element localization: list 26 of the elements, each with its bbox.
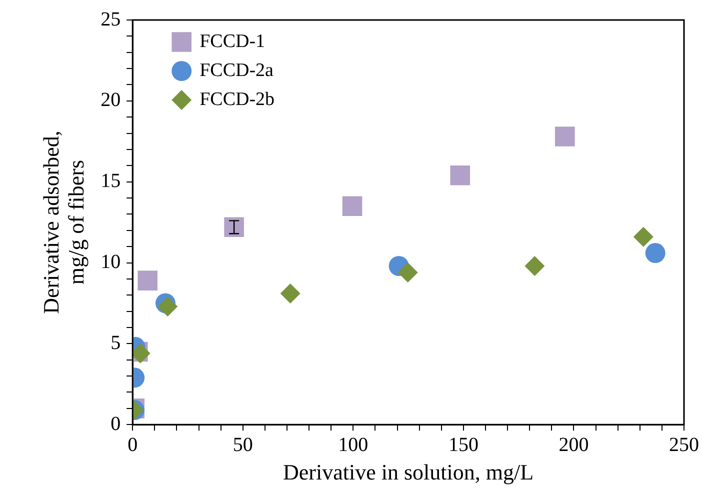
y-tick-label: 25 bbox=[100, 8, 121, 30]
y-axis-title: Derivative adsorbed, mg/g of fibers bbox=[38, 130, 89, 314]
x-tick-label: 250 bbox=[669, 434, 699, 456]
x-tick-label: 200 bbox=[558, 434, 589, 456]
y-tick-label: 15 bbox=[100, 170, 121, 192]
y-tick-label: 0 bbox=[110, 412, 121, 435]
point bbox=[450, 165, 470, 186]
point bbox=[342, 196, 362, 216]
point bbox=[224, 217, 244, 238]
y-tick-label: 5 bbox=[110, 332, 121, 354]
point bbox=[138, 270, 158, 290]
legend-label: FCCD-1 bbox=[200, 30, 266, 52]
x-tick-label: 0 bbox=[128, 434, 138, 456]
y-tick-label: 10 bbox=[100, 251, 121, 274]
x-tick-label: 50 bbox=[232, 434, 253, 456]
x-axis-title: Derivative in solution, mg/L bbox=[283, 460, 534, 485]
point bbox=[398, 262, 418, 282]
x-tick-label: 150 bbox=[448, 434, 478, 456]
legend-label: FCCD-2a bbox=[200, 60, 274, 81]
point bbox=[555, 126, 575, 146]
point bbox=[280, 284, 300, 304]
point bbox=[633, 226, 654, 247]
point bbox=[524, 256, 545, 276]
x-tick-label: 100 bbox=[338, 434, 368, 456]
legend-label: FCCD-2b bbox=[200, 88, 275, 110]
y-tick-label: 20 bbox=[100, 89, 121, 112]
